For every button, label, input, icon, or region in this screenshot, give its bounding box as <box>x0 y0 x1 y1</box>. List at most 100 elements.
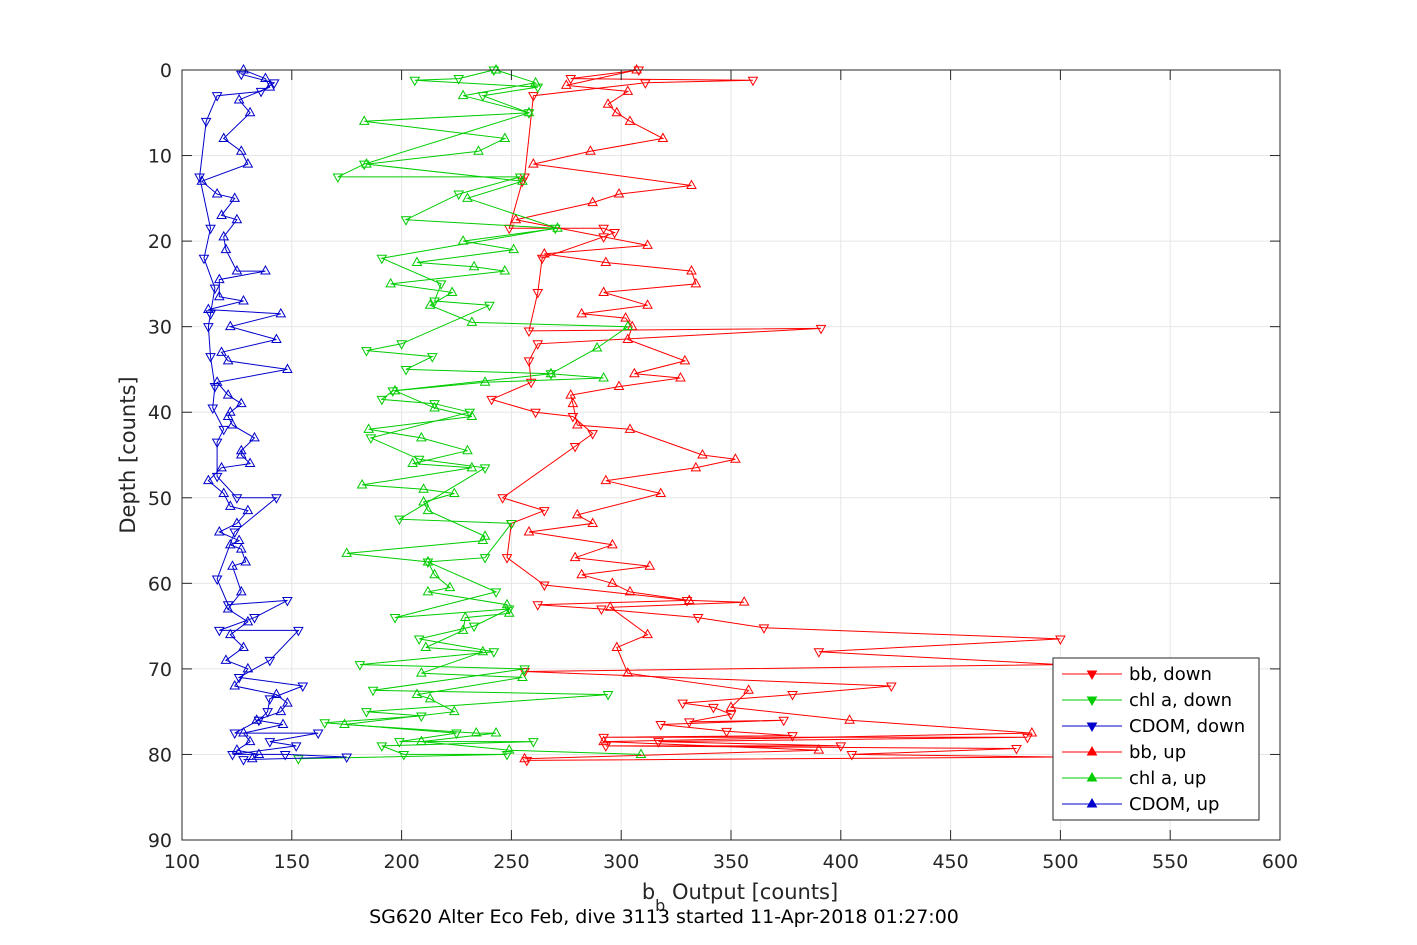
data-point <box>367 686 379 697</box>
data-point <box>229 729 241 740</box>
data-point <box>569 442 581 453</box>
x-tick-label: 100 <box>164 851 200 873</box>
data-point <box>222 602 234 613</box>
data-point <box>211 575 223 586</box>
x-tick-label: 250 <box>493 851 529 873</box>
data-point <box>477 645 489 656</box>
data-point <box>503 605 515 616</box>
data-point <box>538 507 550 517</box>
data-point <box>218 230 230 241</box>
data-point <box>205 224 216 235</box>
data-point <box>721 727 732 738</box>
legend-item[interactable]: CDOM, up <box>1062 794 1219 815</box>
legend-item[interactable]: chl a, up <box>1062 768 1206 789</box>
data-point <box>409 76 421 87</box>
data-point <box>297 682 309 693</box>
data-point <box>622 333 634 343</box>
data-point <box>508 243 519 254</box>
data-point <box>238 727 249 737</box>
data-point <box>394 515 405 526</box>
data-point <box>282 697 293 707</box>
data-point <box>211 438 223 449</box>
x-tick-label: 350 <box>713 851 749 873</box>
legend-item[interactable]: bb, up <box>1062 742 1186 763</box>
data-point <box>631 63 642 74</box>
data-point <box>429 568 440 579</box>
data-point <box>231 213 243 224</box>
data-point <box>422 555 434 566</box>
legend-item[interactable]: CDOM, down <box>1062 716 1245 737</box>
data-point <box>376 395 388 406</box>
data-point <box>400 216 412 226</box>
data-point <box>787 732 798 742</box>
data-point <box>503 744 515 754</box>
x-tick-label: 450 <box>932 851 968 873</box>
legend-item[interactable]: chl a, down <box>1062 690 1232 711</box>
data-point <box>249 431 260 442</box>
data-point <box>622 85 634 95</box>
x-axis-label-subscript: b <box>655 896 665 915</box>
data-point <box>242 504 254 515</box>
data-point <box>446 286 458 296</box>
legend-item[interactable]: bb, down <box>1062 664 1212 685</box>
series-line-bb-up <box>515 69 1032 760</box>
data-point <box>218 425 230 436</box>
data-point <box>473 145 484 155</box>
data-point <box>642 239 653 249</box>
x-axis-title: bb Output [counts] <box>642 880 838 915</box>
data-point <box>453 75 465 85</box>
legend-label: CDOM, up <box>1129 794 1219 815</box>
data-point <box>598 233 609 243</box>
data-point <box>235 145 247 155</box>
data-point <box>233 93 245 104</box>
data-point <box>587 517 599 527</box>
legend-marker <box>1086 696 1098 707</box>
data-point <box>686 265 697 275</box>
data-point <box>620 312 631 322</box>
data-point <box>271 688 282 699</box>
y-tick-label: 60 <box>148 573 172 595</box>
data-point <box>642 628 653 639</box>
data-point <box>622 667 634 677</box>
y-tick-label: 30 <box>148 317 172 339</box>
data-point <box>422 558 434 568</box>
data-point <box>224 538 236 549</box>
data-point <box>738 596 750 606</box>
data-point <box>653 738 664 748</box>
data-point <box>358 160 370 171</box>
legend-marker <box>1086 670 1098 681</box>
data-point <box>268 79 280 89</box>
data-point <box>815 324 827 335</box>
data-point <box>224 500 236 510</box>
data-point <box>598 286 609 296</box>
data-point <box>207 404 219 414</box>
data-point <box>231 744 243 754</box>
data-point <box>361 708 372 718</box>
data-point <box>264 81 276 91</box>
data-point <box>569 551 581 562</box>
series-cdom-up <box>196 63 293 763</box>
data-point <box>238 641 249 651</box>
data-point <box>604 601 616 611</box>
data-point <box>411 688 423 699</box>
data-point <box>747 76 759 87</box>
data-point <box>585 145 596 155</box>
data-point <box>679 354 691 365</box>
data-point <box>725 710 737 721</box>
data-point <box>429 401 440 412</box>
legend-marker <box>1086 797 1098 808</box>
data-point <box>519 665 530 675</box>
legend[interactable]: bb, down chl a, down CDOM, down bb, up chl a… <box>1052 657 1260 821</box>
data-point <box>413 635 425 645</box>
data-point <box>448 705 460 716</box>
data-point <box>479 376 491 386</box>
data-point <box>222 410 234 420</box>
data-point <box>686 179 697 189</box>
data-point <box>238 63 249 74</box>
data-point <box>468 622 480 633</box>
data-point <box>196 175 208 185</box>
data-point <box>216 346 227 356</box>
data-point <box>591 342 603 352</box>
data-point <box>787 691 798 701</box>
